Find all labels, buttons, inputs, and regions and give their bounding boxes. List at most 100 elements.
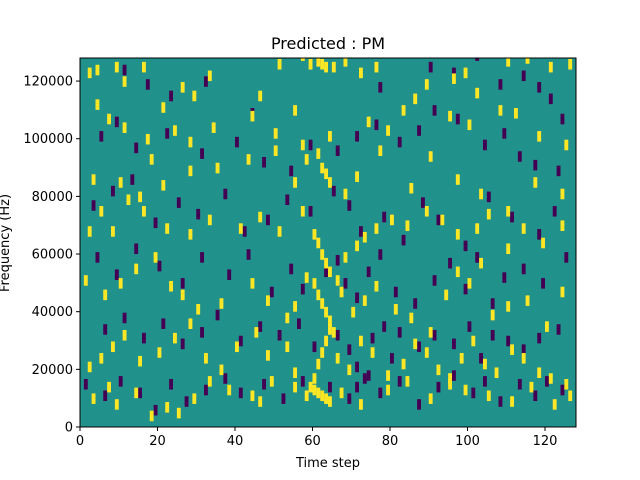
- heatmap-cell-high: [490, 309, 495, 321]
- heatmap-cell-high: [122, 122, 127, 133]
- heatmap-cell-high: [114, 399, 119, 410]
- heatmap-cell-high: [335, 275, 340, 286]
- heatmap-cell-high: [161, 102, 166, 113]
- heatmap-cell-high: [316, 58, 321, 67]
- heatmap-cell-low: [548, 93, 553, 105]
- heatmap-cell-high: [293, 381, 297, 393]
- heatmap-cell-high: [324, 61, 328, 73]
- heatmap-cell-high: [258, 211, 263, 223]
- heatmap-cell-high: [386, 370, 390, 381]
- heatmap-cell-low: [281, 393, 286, 404]
- x-tick-label: 60: [304, 434, 321, 449]
- heatmap-cell-high: [300, 58, 305, 61]
- heatmap-cell-high: [359, 67, 363, 79]
- heatmap-cell-low: [378, 249, 383, 260]
- x-tick-label: 100: [455, 434, 480, 449]
- heatmap-cell-low: [378, 82, 383, 93]
- heatmap-cell-low: [180, 278, 185, 289]
- heatmap-cell-low: [397, 327, 402, 338]
- heatmap-cell-high: [300, 206, 305, 217]
- heatmap-cell-high: [386, 125, 390, 136]
- heatmap-cell-high: [211, 122, 216, 133]
- heatmap-cell-low: [122, 64, 127, 76]
- heatmap-cell-high: [304, 390, 309, 402]
- heatmap-cells: [83, 58, 573, 422]
- heatmap-cell-high: [134, 263, 139, 275]
- heatmap-cell-low: [537, 82, 542, 93]
- heatmap-cell-high: [428, 393, 433, 404]
- heatmap-cell-low: [157, 260, 162, 272]
- heatmap-cell-low: [300, 283, 305, 295]
- heatmap-cell-low: [560, 113, 565, 125]
- heatmap-cell-high: [413, 338, 418, 350]
- heatmap-cell-high: [207, 376, 212, 387]
- heatmap-cell-high: [103, 289, 108, 301]
- heatmap-cell-low: [378, 387, 383, 399]
- heatmap-cell-high: [475, 223, 480, 234]
- heatmap-cell-low: [95, 252, 100, 263]
- heatmap-cell-high: [359, 399, 363, 410]
- heatmap-cell-high: [339, 387, 344, 399]
- heatmap-cell-low: [289, 165, 294, 177]
- heatmap-cell-high: [440, 214, 445, 226]
- heatmap-cell-high: [176, 407, 181, 419]
- heatmap-cell-high: [545, 321, 549, 332]
- heatmap-cell-low: [436, 381, 441, 393]
- heatmap-cell-high: [494, 367, 499, 378]
- heatmap-cell-high: [238, 223, 243, 234]
- heatmap-cell-low: [161, 318, 166, 329]
- heatmap-cell-high: [142, 61, 146, 73]
- heatmap-cell-high: [401, 358, 406, 370]
- heatmap-cell-high: [277, 58, 282, 70]
- heatmap-cell-low: [498, 79, 503, 90]
- heatmap-cell-low: [83, 378, 88, 390]
- heatmap-cell-high: [351, 306, 356, 318]
- heatmap-cell-high: [366, 116, 371, 128]
- heatmap-cell-high: [413, 93, 418, 105]
- heatmap-cell-high: [568, 390, 573, 402]
- heatmap-cell-high: [428, 151, 433, 162]
- heatmap-cell-high: [219, 364, 224, 376]
- y-tick-label: 120000: [23, 75, 73, 90]
- heatmap-cell-high: [111, 226, 115, 237]
- heatmap-cell-high: [254, 327, 259, 338]
- heatmap-cell-high: [448, 378, 452, 390]
- heatmap-cell-high: [552, 399, 557, 410]
- heatmap-cell-high: [471, 335, 476, 347]
- x-tick-label: 40: [227, 434, 244, 449]
- heatmap-cell-low: [432, 275, 437, 286]
- heatmap-cell-low: [537, 332, 542, 344]
- heatmap-cell-low: [200, 327, 204, 338]
- plot-frame: [79, 57, 577, 428]
- heatmap-cell-low: [382, 321, 387, 332]
- heatmap-cell-high: [347, 364, 352, 376]
- heatmap-cell-high: [362, 295, 367, 306]
- heatmap-cell-high: [157, 347, 162, 358]
- heatmap-cell-high: [320, 58, 325, 70]
- heatmap-cell-high: [409, 182, 414, 194]
- heatmap-cell-low: [134, 142, 139, 154]
- heatmap-cell-high: [308, 381, 313, 393]
- heatmap-cell-low: [471, 387, 476, 399]
- heatmap-cell-high: [316, 148, 321, 159]
- heatmap-cell-high: [312, 278, 317, 289]
- heatmap-cell-high: [219, 298, 224, 309]
- heatmap-cell-low: [227, 269, 232, 280]
- heatmap-cell-low: [347, 344, 352, 355]
- heatmap-cell-high: [273, 145, 278, 157]
- heatmap-cell-low: [366, 266, 371, 278]
- heatmap-cell-high: [374, 61, 379, 73]
- heatmap-cell-high: [180, 289, 185, 301]
- heatmap-cell-high: [424, 347, 429, 358]
- heatmap-cell-low: [397, 376, 402, 387]
- heatmap-cell-low: [486, 191, 491, 203]
- heatmap-cell-high: [95, 99, 100, 110]
- heatmap-cell-high: [138, 355, 142, 367]
- heatmap-cell-low: [347, 200, 352, 211]
- heatmap-cell-high: [393, 304, 398, 315]
- heatmap-cell-high: [215, 162, 220, 174]
- heatmap-cell-high: [560, 188, 565, 200]
- heatmap-cell-high: [455, 229, 460, 240]
- heatmap-cell-low: [421, 197, 425, 208]
- heatmap-cell-low: [235, 136, 239, 148]
